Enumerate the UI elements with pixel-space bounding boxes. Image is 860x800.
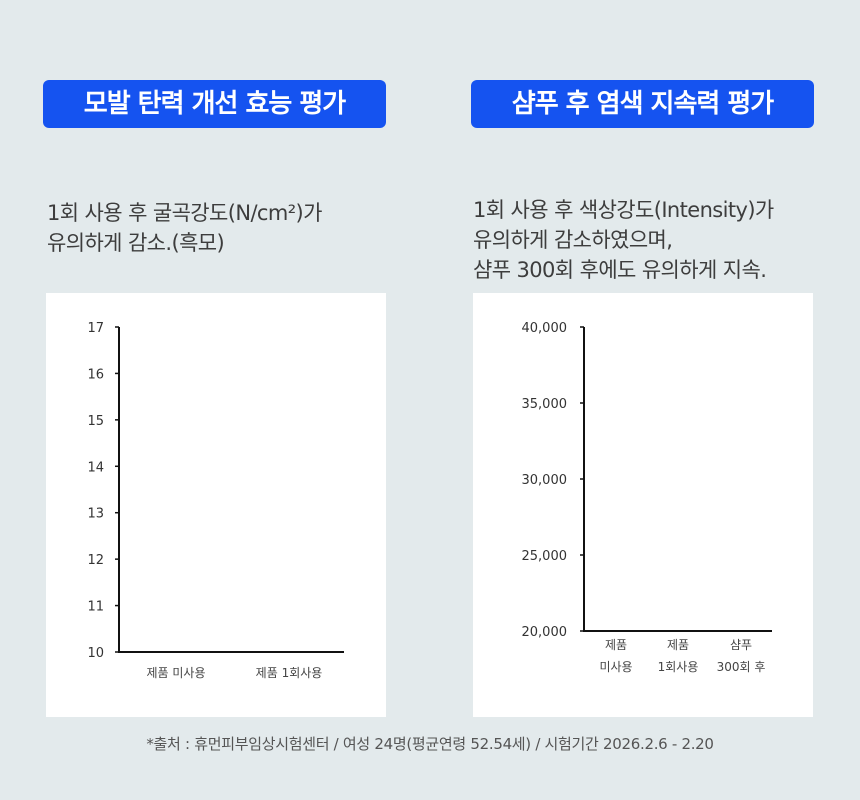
y-tick-label: 15 bbox=[87, 414, 104, 429]
x-category-label: 제품 bbox=[667, 638, 689, 652]
y-tick-label: 12 bbox=[87, 553, 104, 568]
y-tick-label: 30,000 bbox=[522, 473, 568, 488]
elasticity-description-line: 1회 사용 후 굴곡강도(N/cm²)가 bbox=[47, 201, 322, 225]
chart-axis bbox=[118, 327, 344, 653]
source-footnote: *출처 : 휴먼피부임상시험센터 / 여성 24명(평균연령 52.54세) /… bbox=[146, 735, 714, 753]
section-title-elasticity: 모발 탄력 개선 효능 평가 bbox=[43, 80, 386, 128]
y-tick-label: 10 bbox=[87, 646, 104, 661]
y-tick-label: 40,000 bbox=[522, 321, 568, 336]
y-tick-label: 35,000 bbox=[522, 397, 568, 412]
y-tick-label: 11 bbox=[87, 600, 104, 615]
elasticity-description-line: 유의하게 감소.(흑모) bbox=[47, 231, 225, 255]
elasticity-description: 1회 사용 후 굴곡강도(N/cm²)가 유의하게 감소.(흑모) bbox=[47, 198, 322, 258]
y-tick-label: 14 bbox=[87, 460, 104, 475]
x-category-label: 300회 후 bbox=[717, 660, 766, 674]
color-retention-description-line: 1회 사용 후 색상강도(Intensity)가 bbox=[473, 198, 774, 222]
section-title-color-retention: 샴푸 후 염색 지속력 평가 bbox=[471, 80, 814, 128]
color-retention-description-line: 유의하게 감소하였으며, bbox=[473, 228, 673, 252]
x-category-label: 미사용 bbox=[599, 660, 632, 674]
x-category-label: 제품 1회사용 bbox=[256, 666, 323, 680]
chart-axis bbox=[583, 327, 772, 632]
elasticity-chart-panel: 17 16 15 14 13 12 11 10 제품 미사용 제품 1회사용 bbox=[46, 293, 386, 717]
x-category-label: 제품 bbox=[605, 638, 627, 652]
x-category-label: 제품 미사용 bbox=[146, 666, 205, 680]
color-retention-description: 1회 사용 후 색상강도(Intensity)가 유의하게 감소하였으며, 샴푸… bbox=[473, 195, 774, 285]
color-retention-description-line: 샴푸 300회 후에도 유의하게 지속. bbox=[473, 258, 767, 282]
y-tick-label: 20,000 bbox=[522, 625, 568, 640]
y-tick-label: 25,000 bbox=[522, 549, 568, 564]
x-category-label: 1회사용 bbox=[658, 660, 699, 674]
y-tick-label: 13 bbox=[87, 507, 104, 522]
y-tick-label: 16 bbox=[87, 367, 104, 382]
elasticity-chart: 17 16 15 14 13 12 11 10 제품 미사용 제품 1회사용 bbox=[87, 321, 344, 680]
y-tick-label: 17 bbox=[87, 321, 104, 336]
x-category-label: 샴푸 bbox=[730, 638, 752, 652]
